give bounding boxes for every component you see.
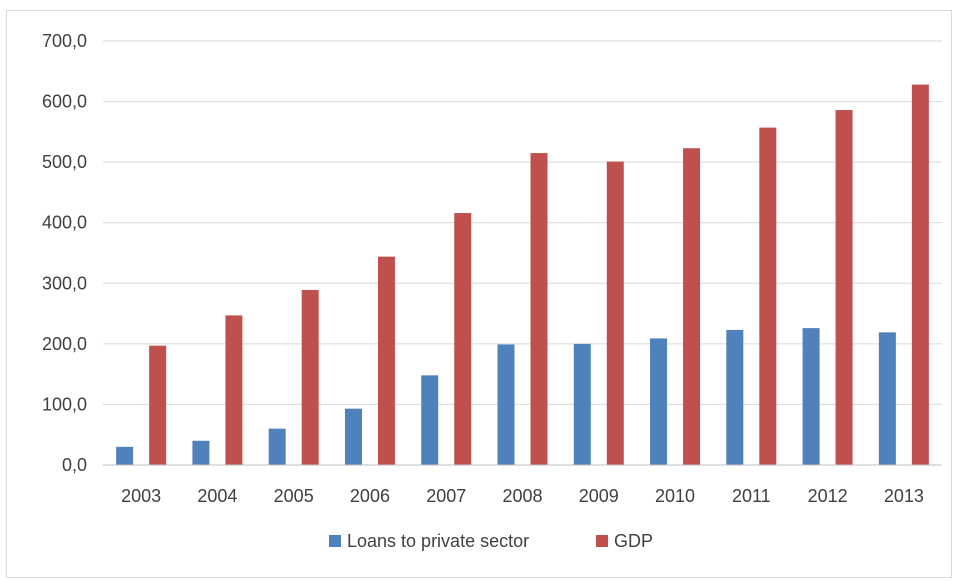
bar-gdp: [606, 161, 624, 465]
legend-label: GDP: [614, 531, 653, 551]
y-tick-label: 400,0: [42, 213, 87, 233]
y-tick-label: 100,0: [42, 394, 87, 414]
bar-loans: [878, 332, 896, 465]
legend-swatch: [596, 535, 608, 547]
bar-gdp: [454, 213, 472, 465]
y-tick-label: 200,0: [42, 334, 87, 354]
x-tick-label: 2005: [274, 486, 314, 506]
bar-gdp: [835, 110, 853, 466]
x-tick-label: 2010: [655, 486, 695, 506]
bar-gdp: [759, 127, 777, 466]
bar-loans: [497, 344, 515, 465]
x-tick-label: 2004: [197, 486, 237, 506]
bar-gdp: [149, 345, 167, 465]
legend: Loans to private sector GDP: [329, 531, 653, 551]
y-tick-label: 600,0: [42, 92, 87, 112]
bar-gdp: [301, 289, 319, 465]
x-tick-label: 2006: [350, 486, 390, 506]
bar-loans: [802, 328, 820, 465]
x-tick-label: 2008: [502, 486, 542, 506]
bar-gdp: [530, 153, 548, 466]
y-tick-label: 0,0: [62, 455, 87, 475]
bar-loans: [650, 338, 668, 465]
bar-gdp: [377, 256, 395, 465]
gridlines: [103, 40, 942, 405]
bar-loans: [573, 343, 591, 465]
x-tick-label: 2013: [884, 486, 924, 506]
x-tick-label: 2009: [579, 486, 619, 506]
bar-gdp: [911, 84, 929, 466]
legend-swatch: [329, 535, 341, 547]
y-tick-label: 700,0: [42, 31, 87, 51]
x-tick-label: 2012: [808, 486, 848, 506]
x-tick-label: 2003: [121, 486, 161, 506]
bars: [116, 84, 929, 466]
x-axis-labels: 2003 2004 2005 2006 2007 2008 2009 2010 2011 2012…: [121, 486, 924, 506]
bar-gdp: [683, 148, 701, 465]
bar-loans: [421, 375, 439, 465]
x-tick-label: 2011: [732, 486, 771, 506]
y-axis-labels: 0,0 100,0 200,0 300,0 400,0 500,0 600,0 700,0: [42, 31, 87, 475]
bar-gdp: [225, 315, 243, 465]
chart-frame: [6, 10, 952, 578]
bar-loans: [344, 408, 362, 465]
y-tick-label: 300,0: [42, 273, 87, 293]
bar-loans: [192, 440, 210, 465]
bar-loans: [726, 329, 744, 465]
bar-loans: [268, 428, 286, 465]
y-tick-label: 500,0: [42, 152, 87, 172]
bar-loans: [116, 446, 134, 465]
x-tick-label: 2007: [426, 486, 466, 506]
legend-label: Loans to private sector: [347, 531, 529, 551]
